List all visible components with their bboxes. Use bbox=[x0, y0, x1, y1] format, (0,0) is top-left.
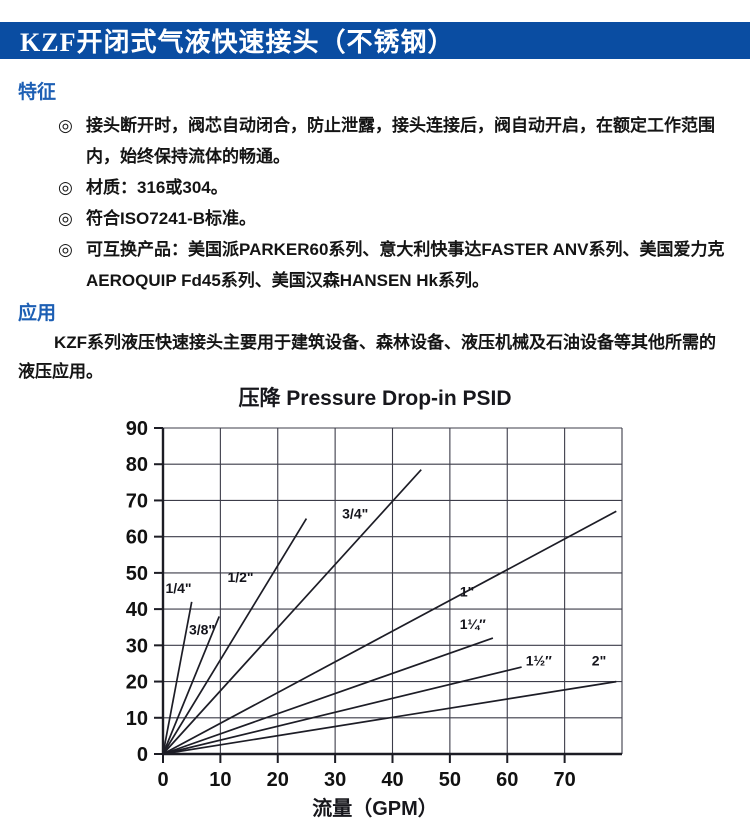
x-tick-label: 40 bbox=[381, 769, 403, 791]
section-heading-application: 应用 bbox=[18, 303, 57, 324]
bullseye-bullet-icon: ◎ bbox=[58, 209, 73, 228]
y-tick-label: 20 bbox=[126, 672, 148, 694]
series-line-7 bbox=[162, 680, 617, 755]
x-axis-title: 流量（GPM） bbox=[312, 798, 438, 820]
x-tick-label: 70 bbox=[554, 769, 576, 791]
section-heading-features: 特征 bbox=[18, 82, 57, 103]
series-label-4: 1" bbox=[460, 583, 474, 599]
chart-title: 压降 Pressure Drop-in PSID bbox=[238, 387, 512, 410]
page: KZF开闭式气液快速接头（不锈钢） 特征 ◎ 接头断开时，阀芯自动闭合，防止泄露… bbox=[0, 22, 750, 836]
series-line-0 bbox=[162, 601, 193, 755]
bullseye-bullet-icon: ◎ bbox=[58, 116, 73, 135]
x-tick-label: 20 bbox=[267, 769, 289, 791]
application-paragraph: KZF系列液压快速接头主要用于建筑设备、森林设备、液压机械及石油设备等其他所需的… bbox=[18, 333, 717, 381]
y-tick-label: 80 bbox=[126, 454, 148, 476]
series-line-6 bbox=[162, 666, 522, 755]
feature-item: ◎ 接头断开时，阀芯自动闭合，防止泄露，接头连接后，阀自动开启，在额定工作范围内… bbox=[18, 110, 728, 172]
bullseye-bullet-icon: ◎ bbox=[58, 178, 73, 197]
pressure-chart-canvas: 0 10 20 30 40 50 60 70 0 10 20 30 40 50 60 70 80 90 1/4" 3/… bbox=[126, 418, 623, 791]
x-tick-label: 60 bbox=[496, 769, 518, 791]
header-bar: KZF开闭式气液快速接头（不锈钢） bbox=[0, 22, 750, 59]
series-line-5 bbox=[162, 637, 494, 755]
feature-item: ◎ 符合ISO7241-B标准。 bbox=[18, 203, 728, 234]
series-label-5: 1¼″ bbox=[460, 616, 486, 632]
y-tick-label: 0 bbox=[137, 744, 148, 766]
x-tick-label: 30 bbox=[324, 769, 346, 791]
feature-item: ◎ 材质：316或304。 bbox=[18, 172, 728, 203]
y-tick-label: 40 bbox=[126, 599, 148, 621]
series-line-1 bbox=[162, 616, 220, 755]
series-label-7: 2" bbox=[592, 652, 606, 668]
series-line-4 bbox=[162, 510, 617, 755]
feature-item-text: 可互换产品：美国派PARKER60系列、意大利快事达FASTER ANV系列、美… bbox=[86, 240, 725, 290]
feature-item-text: 材质：316或304。 bbox=[86, 178, 228, 197]
y-tick-label: 30 bbox=[126, 635, 148, 657]
x-tick-label: 0 bbox=[157, 769, 168, 791]
x-tick-label: 50 bbox=[439, 769, 461, 791]
series-label-6: 1½″ bbox=[526, 652, 552, 668]
x-tick-label: 10 bbox=[209, 769, 231, 791]
feature-list: ◎ 接头断开时，阀芯自动闭合，防止泄露，接头连接后，阀自动开启，在额定工作范围内… bbox=[0, 110, 750, 296]
series-label-0: 1/4" bbox=[165, 580, 191, 596]
y-tick-label: 90 bbox=[126, 418, 148, 440]
series-label-2: 1/2" bbox=[227, 569, 253, 585]
feature-item: ◎ 可互换产品：美国派PARKER60系列、意大利快事达FASTER ANV系列… bbox=[18, 234, 728, 296]
y-tick-label: 50 bbox=[126, 563, 148, 585]
series-label-3: 3/4" bbox=[342, 506, 368, 522]
series-label-1: 3/8" bbox=[189, 622, 215, 638]
feature-item-text: 符合ISO7241-B标准。 bbox=[86, 209, 257, 228]
y-tick-label: 60 bbox=[126, 527, 148, 549]
feature-item-text: 接头断开时，阀芯自动闭合，防止泄露，接头连接后，阀自动开启，在额定工作范围内，始… bbox=[86, 116, 715, 166]
pressure-drop-chart: 压降 Pressure Drop-in PSID 0 10 20 30 40 50 60 70… bbox=[0, 382, 750, 821]
page-title: KZF开闭式气液快速接头（不锈钢） bbox=[20, 28, 455, 57]
series-line-2 bbox=[162, 518, 308, 755]
y-tick-label: 70 bbox=[126, 490, 148, 512]
series-line-3 bbox=[162, 469, 422, 755]
bullseye-bullet-icon: ◎ bbox=[58, 240, 73, 259]
y-tick-label: 10 bbox=[126, 708, 148, 730]
